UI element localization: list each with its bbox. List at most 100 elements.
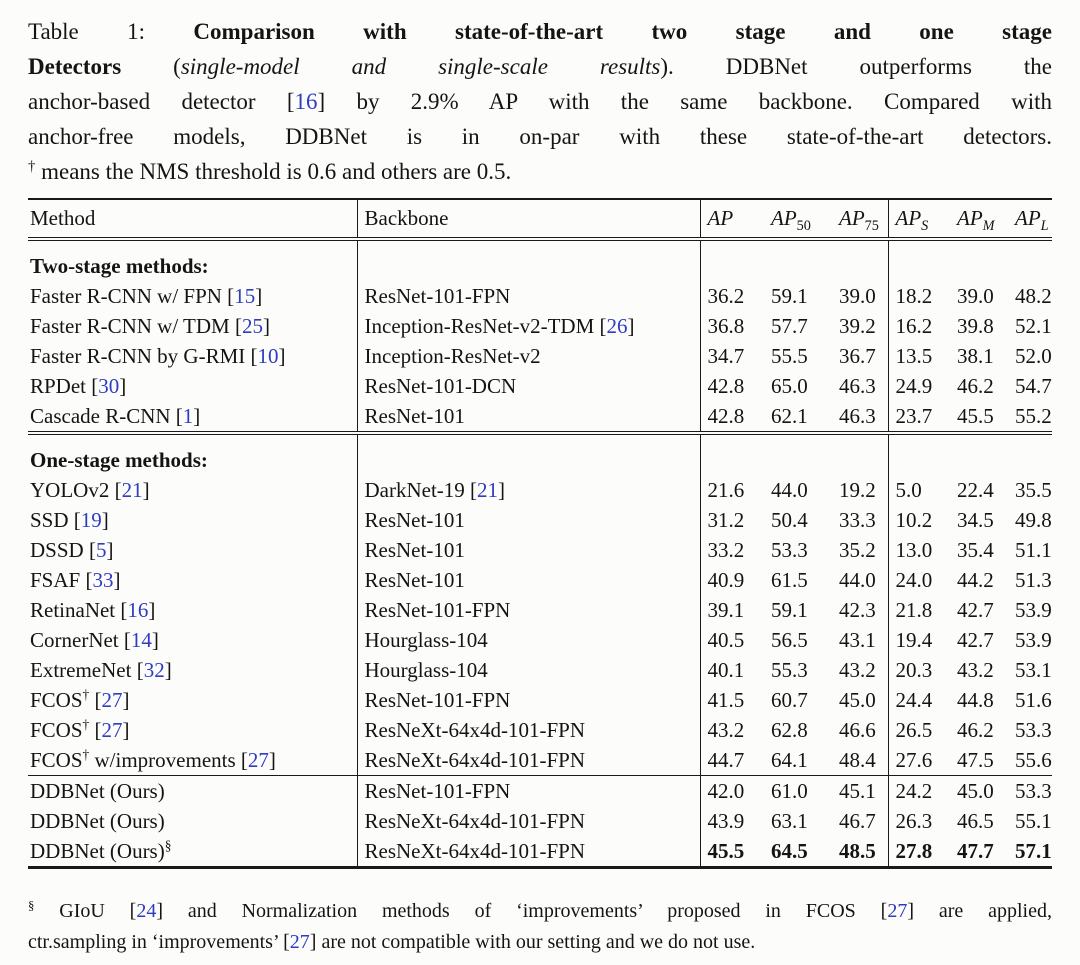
text-run: GIoU [: [34, 900, 137, 922]
backbone-cell: ResNet-101: [357, 535, 701, 565]
text-run: Comparison with state-of-the-art two sta…: [193, 19, 1052, 44]
table-row: DDBNet (Ours) ResNet-101-FPN 42.0 61.0 45.1 2…: [28, 775, 1052, 806]
metric-base: AP: [1015, 206, 1041, 230]
citation-link[interactable]: 16: [127, 598, 149, 622]
text-run: DarkNet-19 [: [364, 478, 478, 502]
citation-link[interactable]: 27: [101, 718, 123, 742]
citation-link[interactable]: 19: [80, 508, 102, 532]
text-run: ]: [122, 718, 130, 742]
col-header-backbone: Backbone: [357, 199, 701, 241]
method-cell: DDBNet (Ours): [28, 806, 358, 836]
backbone-cell: DarkNet-19 [21]: [357, 475, 701, 505]
backbone-cell: ResNet-101-FPN: [357, 281, 701, 311]
text-run: ResNet-101-FPN: [364, 779, 511, 803]
metric-value-cell: 43.1: [832, 625, 889, 655]
metric-value-cell: 47.5: [957, 748, 994, 772]
empty-cell: [832, 431, 889, 475]
metric-value-cell: 40.1: [707, 658, 745, 682]
metric-value-cell: 53.3: [1015, 718, 1052, 742]
citation-link[interactable]: 26: [606, 314, 628, 338]
text-run: ]: [119, 374, 127, 398]
text-run: ResNet-101-FPN: [364, 688, 511, 712]
text-run: ]: [101, 508, 109, 532]
text-run: ExtremeNet [: [30, 658, 144, 682]
backbone-cell: ResNet-101-FPN: [357, 595, 701, 625]
empty-cell: [888, 239, 950, 281]
table-row: DSSD [5] ResNet-101 33.2 53.3 35.2 13.0 35.4 51…: [28, 535, 1052, 565]
method-cell: Faster R-CNN w/ TDM [25]: [28, 311, 358, 341]
text-run: Faster R-CNN by G-RMI [: [30, 344, 258, 368]
citation-link[interactable]: 10: [257, 344, 279, 368]
citation-link[interactable]: 1: [182, 404, 194, 428]
metric-base: AP: [707, 206, 734, 230]
text-run: ] by 2.9% AP with the same backbone. Com…: [317, 89, 1053, 114]
citation-link[interactable]: 24: [136, 900, 157, 922]
metric-value-cell: 16.2: [895, 314, 933, 338]
metric-value-cell: 53.9: [1015, 598, 1052, 622]
empty-cell: [832, 239, 889, 281]
citation-link[interactable]: 33: [92, 568, 114, 592]
metric-value-cell: 62.1: [771, 404, 808, 428]
citation-link[interactable]: 27: [101, 688, 123, 712]
text-run: w/improvements [: [89, 748, 248, 772]
citation-link[interactable]: 30: [98, 374, 120, 398]
superscript-mark: †: [28, 158, 36, 175]
text-run: ]: [148, 598, 156, 622]
metric-value-cell: 60.7: [771, 688, 808, 712]
table-caption: Table 1: Comparison with state-of-the-ar…: [28, 14, 1052, 189]
text-run: Table 1:: [28, 19, 194, 44]
text-line: anchor-free models, DDBNet is in on-par …: [28, 119, 1052, 154]
citation-link[interactable]: 21: [477, 478, 499, 502]
text-run: ]: [255, 284, 263, 308]
text-run: DSSD [: [30, 538, 96, 562]
text-line: ctr.sampling in ‘improvements’ [27] are …: [28, 927, 1052, 958]
metric-base: AP: [771, 206, 797, 230]
text-run: ResNeXt-64x4d-101-FPN: [364, 748, 586, 772]
metric-value-cell: 43.2: [707, 718, 745, 742]
backbone-cell: ResNeXt-64x4d-101-FPN: [357, 715, 701, 745]
citation-link[interactable]: 21: [121, 478, 143, 502]
text-run: ]: [151, 628, 159, 652]
text-run: ]: [268, 748, 276, 772]
citation-link[interactable]: 32: [143, 658, 165, 682]
metric-value-cell: 36.8: [707, 314, 745, 338]
empty-cell: [950, 431, 1008, 475]
metric-value-cell: 46.7: [832, 806, 889, 836]
metric-value-cell: 18.2: [895, 284, 933, 308]
metric-value-cell: 57.7: [771, 314, 808, 338]
table-footnote: § GIoU [24] and Normalization methods of…: [28, 896, 1052, 958]
citation-link[interactable]: 27: [887, 900, 908, 922]
citation-link[interactable]: 5: [95, 538, 107, 562]
metric-value-cell: 26.3: [895, 809, 933, 833]
empty-cell: [888, 431, 950, 475]
metric-value-cell: 45.5: [957, 404, 994, 428]
metric-value-cell: 48.5: [832, 836, 889, 868]
metric-value-cell: 44.2: [957, 568, 994, 592]
citation-link[interactable]: 16: [294, 89, 318, 114]
text-run: ResNet-101: [364, 508, 465, 532]
method-cell: Faster R-CNN by G-RMI [10]: [28, 341, 358, 371]
metric-value-cell: 55.3: [771, 658, 808, 682]
citation-link[interactable]: 15: [234, 284, 256, 308]
metric-sub: 75: [864, 218, 879, 235]
metric-value-cell: 24.9: [895, 374, 933, 398]
text-run: Hourglass-104: [364, 628, 488, 652]
metric-value-cell: 19.2: [832, 475, 889, 505]
metric-value-cell: 43.2: [957, 658, 994, 682]
metric-value-cell: 53.3: [771, 538, 808, 562]
metric-sub: 50: [796, 218, 811, 235]
citation-link[interactable]: 25: [241, 314, 263, 338]
citation-link[interactable]: 27: [247, 748, 269, 772]
text-run: ]: [262, 314, 270, 338]
metric-value-cell: 21.8: [895, 598, 933, 622]
empty-cell: [700, 239, 764, 281]
metric-value-cell: 23.7: [895, 404, 933, 428]
text-run: ). DDBNet outperforms the: [660, 54, 1052, 79]
metric-value-cell: 33.2: [707, 538, 745, 562]
metric-value-cell: 19.4: [895, 628, 933, 652]
citation-link[interactable]: 14: [130, 628, 152, 652]
citation-link[interactable]: 27: [289, 931, 310, 953]
metric-value-cell: 56.5: [771, 628, 808, 652]
metric-value-cell: 36.7: [832, 341, 889, 371]
